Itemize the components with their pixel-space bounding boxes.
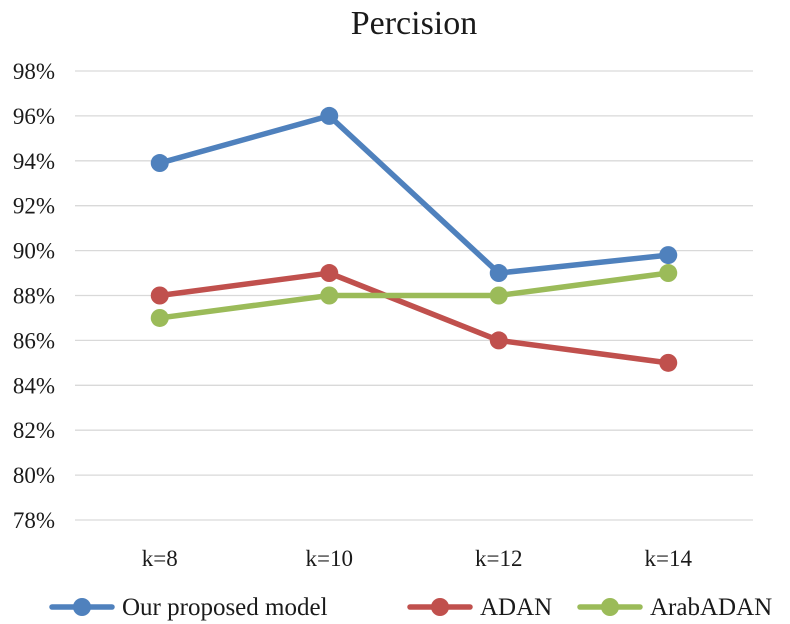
y-tick-label: 84%	[13, 373, 55, 398]
y-tick-label: 78%	[13, 508, 55, 533]
legend-swatch-marker	[431, 598, 449, 616]
x-tick-label: k=10	[306, 546, 353, 571]
y-tick-label: 98%	[13, 59, 55, 84]
legend-label: Our proposed model	[122, 594, 328, 621]
x-tick-label: k=12	[475, 546, 522, 571]
data-point	[150, 286, 169, 305]
y-tick-label: 80%	[13, 463, 55, 488]
legend-item: Our proposed model	[49, 594, 328, 621]
series-line	[157, 270, 671, 321]
chart-title: Percision	[351, 5, 478, 42]
data-point	[150, 308, 169, 327]
y-tick-label: 82%	[13, 418, 55, 443]
data-point	[320, 106, 339, 125]
y-tick-label: 90%	[13, 239, 55, 264]
y-tick-label: 96%	[13, 104, 55, 129]
y-axis-ticks: 78% 80% 82% 84% 86% 88% 90% 92% 94% 96% 98%	[13, 59, 55, 533]
x-tick-label: k=14	[645, 546, 693, 571]
y-tick-label: 94%	[13, 149, 55, 174]
series-line	[157, 270, 671, 366]
legend: Our proposed model ADAN ArabADAN	[49, 594, 772, 621]
legend-label: ArabADAN	[650, 594, 772, 621]
data-point	[659, 353, 678, 372]
series-arabadan	[150, 264, 678, 327]
y-tick-label: 92%	[13, 194, 55, 219]
series-group	[150, 106, 678, 372]
legend-swatch-marker	[73, 598, 91, 616]
data-point	[659, 264, 678, 283]
series-adan	[150, 264, 678, 372]
series-our-proposed-model	[150, 106, 678, 283]
series-line	[157, 113, 671, 276]
data-point	[489, 331, 508, 350]
data-point	[320, 264, 339, 283]
data-point	[659, 246, 678, 265]
x-tick-label: k=8	[142, 546, 178, 571]
legend-item: ArabADAN	[577, 594, 772, 621]
legend-item: ADAN	[407, 594, 552, 621]
x-axis-ticks: k=8 k=10 k=12 k=14	[142, 546, 693, 571]
y-tick-label: 86%	[13, 328, 55, 353]
legend-swatch-marker	[601, 598, 619, 616]
data-point	[489, 264, 508, 283]
data-point	[150, 154, 169, 173]
y-tick-label: 88%	[13, 284, 55, 309]
legend-label: ADAN	[480, 594, 552, 621]
data-point	[320, 286, 339, 305]
data-point	[489, 286, 508, 305]
